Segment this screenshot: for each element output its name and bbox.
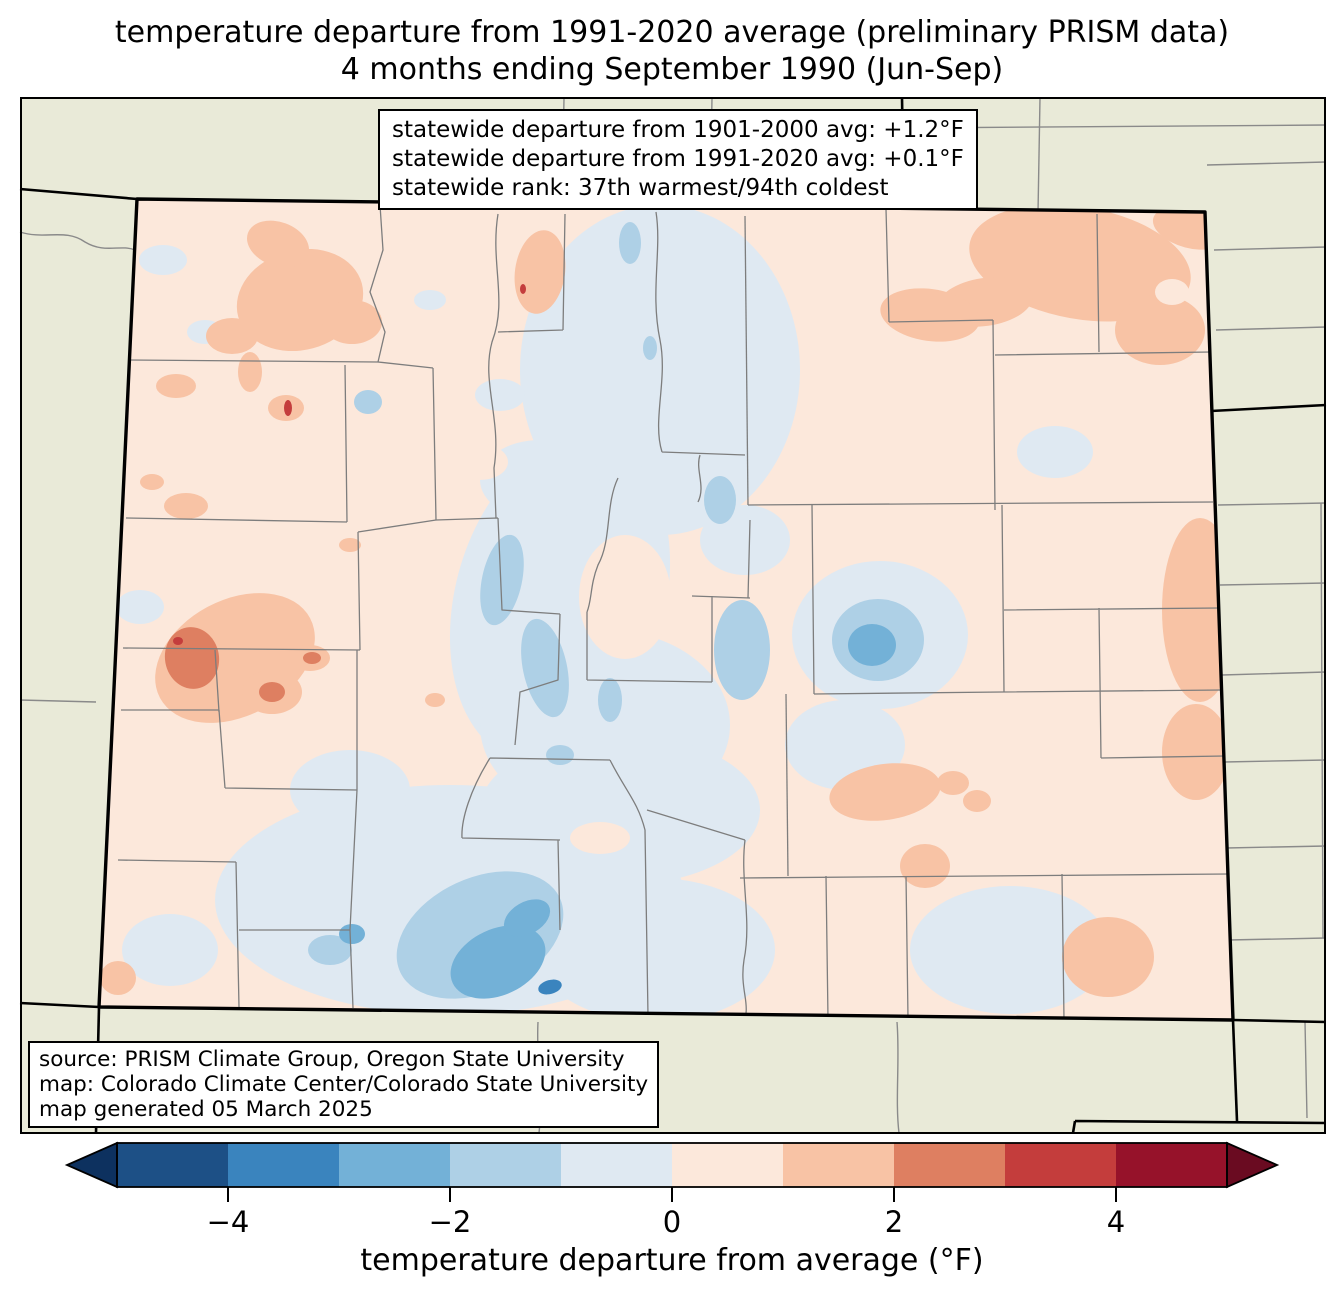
colorbar-segment xyxy=(450,1143,562,1187)
stats-line-2: statewide departure from 1991-2020 avg: … xyxy=(392,146,964,172)
source-line-2: map: Colorado Climate Center/Colorado St… xyxy=(39,1072,649,1097)
colorbar-tick-label: 0 xyxy=(663,1205,681,1239)
colorbar-tick-label: −2 xyxy=(429,1205,472,1239)
source-line-3: map generated 05 March 2025 xyxy=(39,1097,373,1122)
colorbar-tick-label: 4 xyxy=(1107,1205,1125,1239)
colorbar-tick-label: 2 xyxy=(885,1205,903,1239)
county-boundaries xyxy=(117,204,1230,1020)
colorbar-segment xyxy=(228,1143,340,1187)
map-frame xyxy=(20,97,1326,1134)
colorbar-segment xyxy=(672,1143,784,1187)
source-attribution-box: source: PRISM Climate Group, Oregon Stat… xyxy=(28,1041,660,1128)
colorbar-segment xyxy=(1116,1143,1228,1187)
title-line2: 4 months ending September 1990 (Jun-Sep) xyxy=(340,52,1004,87)
title-line1: temperature departure from 1991-2020 ave… xyxy=(114,15,1230,50)
colorbar-over-arrow xyxy=(1226,1141,1280,1189)
colorbar-segment xyxy=(117,1143,229,1187)
stats-line-3: statewide rank: 37th warmest/94th coldes… xyxy=(392,175,889,201)
temperature-anomaly-field xyxy=(99,199,1233,1020)
colorbar-segment xyxy=(1005,1143,1117,1187)
colorbar-axis-label: temperature departure from average (°F) xyxy=(360,1243,984,1278)
source-line-1: source: PRISM Climate Group, Oregon Stat… xyxy=(39,1047,625,1072)
colorbar-segment xyxy=(783,1143,895,1187)
statewide-stats-box: statewide departure from 1901-2000 avg: … xyxy=(378,109,978,210)
colorbar-segment xyxy=(561,1143,673,1187)
colorbar-under-arrow xyxy=(64,1141,118,1189)
colorbar-segment xyxy=(339,1143,451,1187)
colorbar-segment xyxy=(894,1143,1006,1187)
colorbar-tick-label: −4 xyxy=(207,1205,250,1239)
page-title: temperature departure from 1991-2020 ave… xyxy=(0,14,1344,88)
colorbar: −4 −2 0 2 4 xyxy=(64,1141,1280,1239)
stats-line-1: statewide departure from 1901-2000 avg: … xyxy=(392,117,964,143)
